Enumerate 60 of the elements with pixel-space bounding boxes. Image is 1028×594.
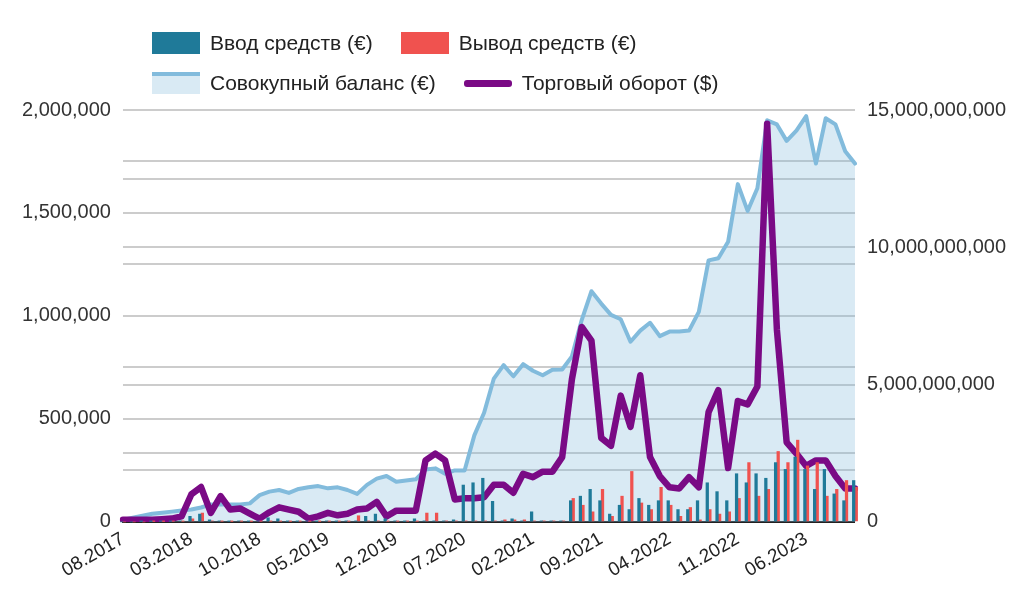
bar	[734, 473, 739, 522]
bar	[637, 498, 641, 522]
y-tick-label: 2,000,000	[21, 97, 111, 120]
bar	[783, 469, 787, 522]
bar	[852, 480, 856, 522]
bar	[461, 484, 465, 522]
bar	[356, 515, 361, 522]
bar	[793, 456, 797, 522]
bar	[786, 462, 790, 522]
y-tick-label: 1,500,000	[21, 200, 111, 223]
legend-label: Вывод средств (€)	[458, 31, 637, 55]
bar	[598, 500, 602, 522]
bar	[825, 495, 829, 522]
bar	[815, 462, 819, 522]
bar	[695, 500, 700, 522]
bar	[490, 500, 495, 522]
y2-tick-label: 10,000,000,000	[866, 234, 1007, 257]
bar	[578, 495, 583, 522]
bar	[842, 500, 846, 522]
bar	[656, 500, 661, 522]
y2-tick-label: 0	[866, 509, 879, 532]
bar	[813, 489, 817, 522]
bar	[708, 509, 712, 522]
bar	[764, 477, 768, 522]
bar	[725, 500, 729, 522]
bar	[627, 509, 631, 522]
bar	[588, 489, 592, 522]
y2-tick-label: 15,000,000,000	[866, 97, 1007, 120]
bar	[647, 504, 651, 522]
legend-label: Совокупный баланс (€)	[210, 71, 436, 95]
y-tick-label: 0	[99, 509, 111, 532]
bar	[705, 482, 709, 522]
bar	[766, 489, 771, 522]
bar	[803, 469, 807, 522]
bar	[481, 477, 485, 522]
bar	[727, 511, 732, 522]
legend-label: Ввод средств (€)	[210, 31, 373, 55]
bar	[737, 498, 741, 522]
bar	[822, 469, 827, 522]
bar	[854, 486, 858, 522]
y-tick-label: 500,000	[38, 406, 111, 429]
bar	[649, 509, 653, 522]
y-tick-label: 1,000,000	[21, 303, 111, 326]
bar	[620, 495, 624, 522]
bar	[529, 511, 534, 522]
bar	[744, 482, 748, 522]
bar	[581, 504, 585, 522]
bar	[715, 491, 719, 522]
legend-label: Торговый оборот ($)	[521, 71, 719, 95]
bar	[773, 462, 778, 522]
bar	[676, 509, 680, 522]
bar	[776, 451, 780, 522]
bar	[832, 493, 836, 522]
bar	[747, 462, 751, 522]
bar	[471, 482, 475, 522]
bar	[666, 500, 670, 522]
bar	[617, 504, 622, 522]
y2-tick-label: 5,000,000,000	[866, 372, 995, 395]
bar	[659, 486, 663, 522]
bar	[754, 473, 758, 522]
